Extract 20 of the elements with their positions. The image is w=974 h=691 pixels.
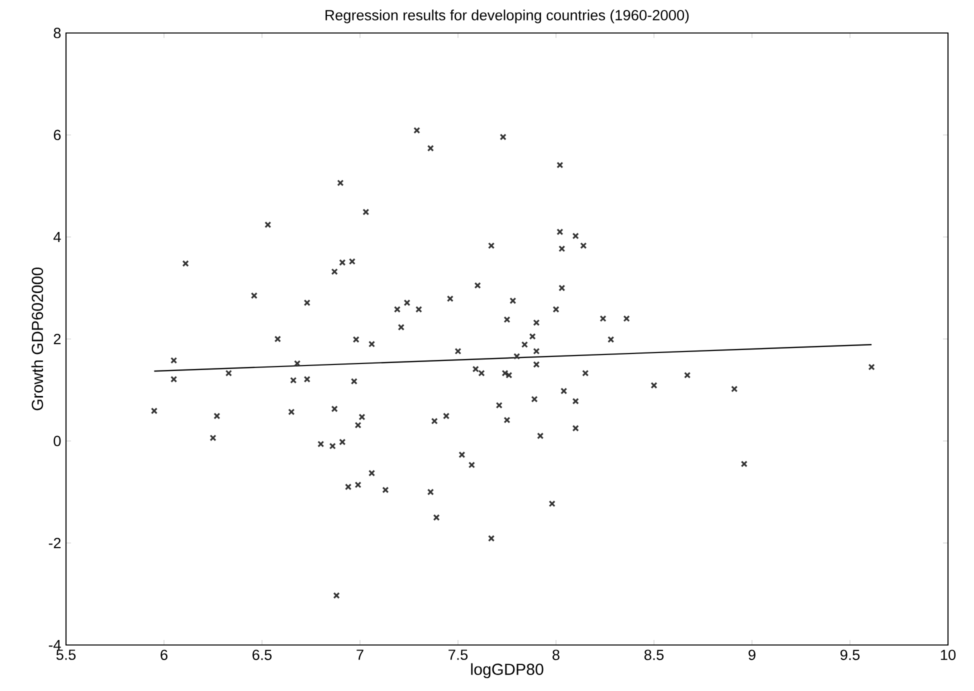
chart-title: Regression results for developing countries (1960-2000) [326,10,689,24]
x-tick-label: 9 [748,650,756,660]
x-tick-label: 8.5 [644,650,664,660]
y-axis-title: Growth GDP602000 [31,268,44,410]
x-tick-label: 6 [160,650,168,660]
x-tick-label: 6.5 [252,650,272,660]
x-tick-label: 7 [356,650,364,660]
y-tick-label: 0 [54,436,61,446]
y-tick-label: 6 [54,130,61,140]
y-tick-label: 4 [53,232,61,242]
y-tick-label: -2 [48,538,61,548]
x-tick-label: 8 [552,650,560,660]
x-tick-label: 7.5 [448,650,468,660]
x-axis-title: logGDP80 [471,663,544,678]
y-tick-label: -4 [48,640,61,650]
y-tick-label: 2 [54,334,61,344]
x-tick-label: 5.5 [56,650,76,660]
y-tick-label: 8 [54,28,61,38]
x-tick-label: 9.5 [840,650,860,660]
x-tick-label: 10 [940,650,956,660]
